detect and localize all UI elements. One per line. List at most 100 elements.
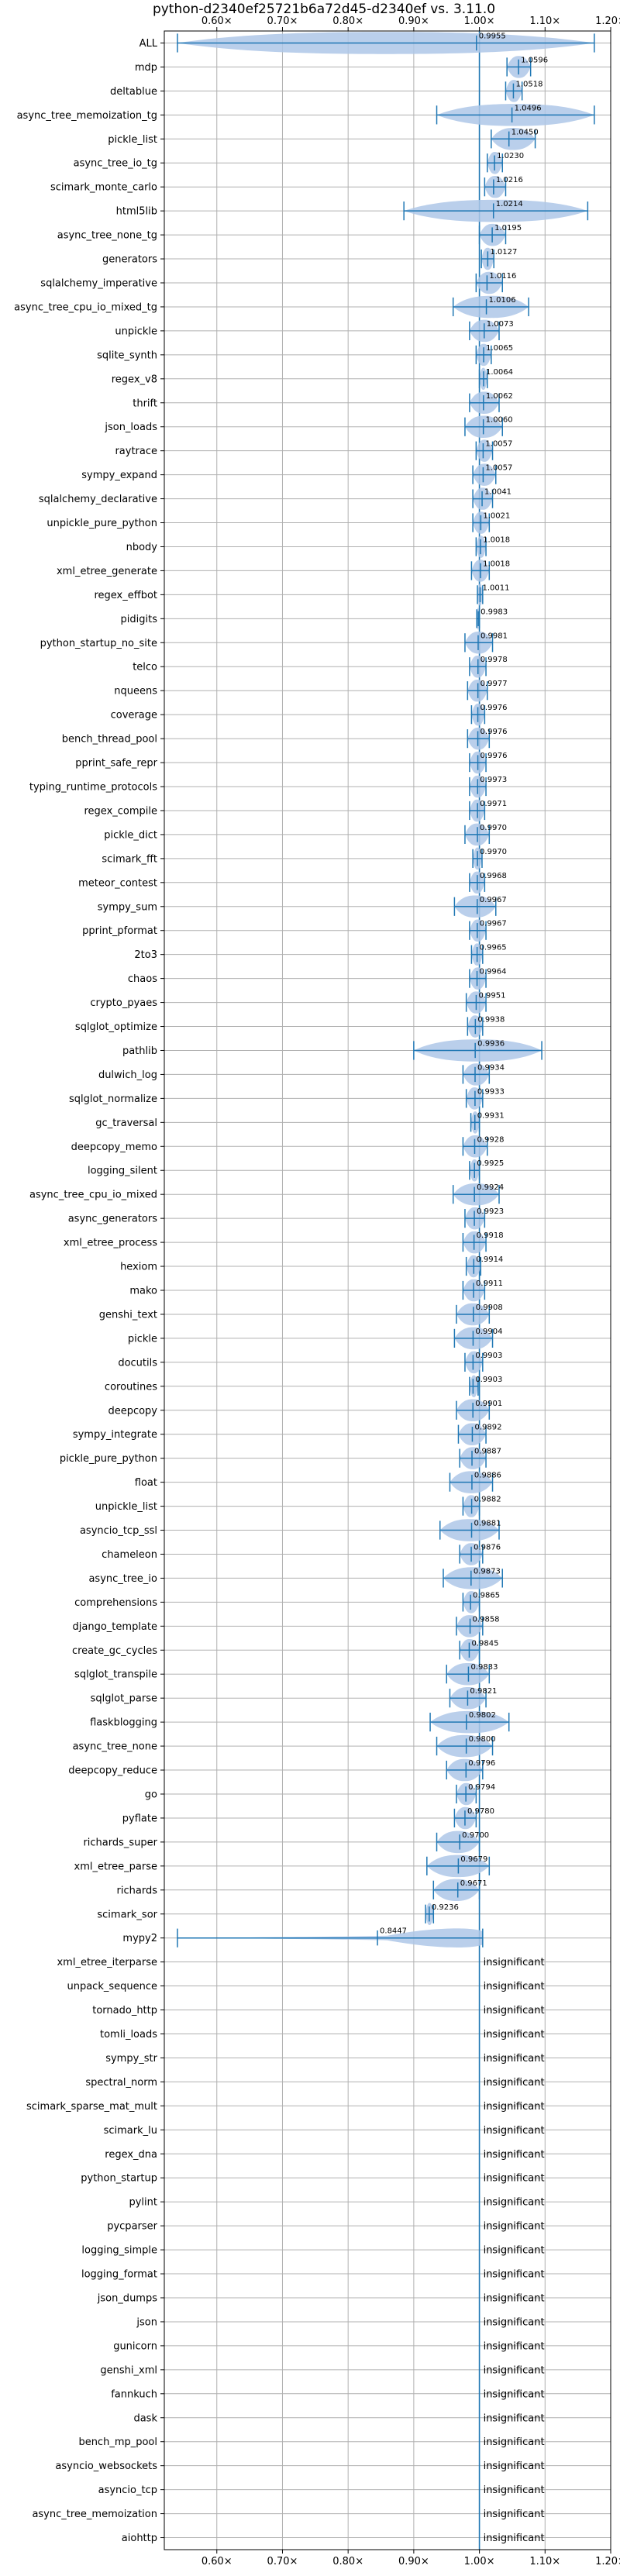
- value-label: 0.9908: [476, 1303, 503, 1312]
- value-label: 0.9873: [474, 1567, 501, 1576]
- value-label: 0.9970: [480, 848, 507, 856]
- y-tick-label: logging_silent: [88, 1166, 157, 1177]
- y-tick-label: async_generators: [68, 1214, 158, 1225]
- value-label: 0.9938: [477, 1016, 505, 1025]
- y-tick-label: generators: [102, 254, 157, 266]
- y-tick-label: richards_super: [83, 1837, 157, 1848]
- value-label: 0.9821: [470, 1687, 497, 1696]
- y-tick-label: logging_format: [81, 2269, 157, 2281]
- insignificant-label: insignificant: [484, 2125, 545, 2137]
- value-label: 1.0011: [483, 584, 510, 592]
- value-label: 0.9892: [474, 1424, 501, 1432]
- y-tick-label: typing_runtime_protocols: [29, 782, 157, 794]
- value-label: 0.9955: [479, 32, 506, 40]
- y-tick-label: genshi_xml: [100, 2364, 157, 2376]
- value-label: 0.9802: [469, 1711, 496, 1720]
- value-label: 0.9928: [477, 1135, 504, 1144]
- y-tick-label: comprehensions: [74, 1597, 157, 1609]
- y-tick-label: async_tree_cpu_io_mixed_tg: [14, 301, 157, 313]
- y-tick-label: json_loads: [104, 422, 157, 433]
- value-label: 1.0065: [486, 344, 513, 353]
- insignificant-label: insignificant: [484, 2005, 545, 2016]
- y-tick-label: genshi_text: [99, 1309, 157, 1321]
- y-tick-label: xml_etree_parse: [74, 1861, 157, 1872]
- y-tick-label: create_gc_cycles: [72, 1645, 157, 1657]
- y-tick-label: scimark_lu: [104, 2125, 157, 2137]
- y-tick-label: sqlglot_normalize: [69, 1093, 157, 1105]
- value-label: 1.0214: [496, 200, 523, 208]
- y-tick-label: sqlglot_optimize: [75, 1021, 157, 1033]
- y-tick-label: thrift: [133, 398, 157, 409]
- value-label: 1.0021: [483, 512, 510, 521]
- value-label: 0.9882: [474, 1496, 501, 1504]
- value-label: 1.0450: [512, 128, 539, 136]
- x-tick-label-bottom: 1.20×: [595, 2556, 620, 2567]
- value-label: 1.0195: [494, 224, 522, 232]
- value-label: 0.9967: [480, 920, 507, 928]
- y-tick-label: sympy_str: [105, 2053, 157, 2065]
- insignificant-label: insignificant: [484, 2340, 545, 2352]
- value-label: 1.0230: [497, 152, 524, 160]
- y-tick-label: pickle_pure_python: [60, 1453, 157, 1465]
- insignificant-label: insignificant: [484, 2101, 545, 2113]
- value-label: 0.9794: [468, 1783, 495, 1792]
- y-tick-label: sqlite_synth: [97, 350, 157, 361]
- y-tick-label: sqlglot_transpile: [74, 1669, 157, 1681]
- y-tick-label: unpickle_pure_python: [46, 518, 157, 529]
- y-tick-label: fannkuch: [111, 2388, 157, 2400]
- x-tick-label-bottom: 0.70×: [267, 2556, 298, 2567]
- x-tick-label-top: 0.90×: [398, 15, 429, 27]
- y-tick-label: coroutines: [105, 1381, 157, 1393]
- value-label: 0.9964: [480, 968, 507, 976]
- y-tick-label: pathlib: [122, 1045, 157, 1057]
- y-tick-label: ALL: [140, 38, 158, 50]
- x-tick-label-bottom: 1.10×: [529, 2556, 560, 2567]
- value-label: 0.9903: [475, 1352, 502, 1360]
- insignificant-label: insignificant: [484, 2293, 545, 2305]
- value-label: 0.9976: [480, 704, 508, 712]
- insignificant-label: insignificant: [484, 2412, 545, 2424]
- y-tick-label: scimark_sparse_mat_mult: [26, 2101, 157, 2113]
- value-label: 0.9924: [477, 1183, 504, 1192]
- x-tick-label-bottom: 0.90×: [398, 2556, 429, 2567]
- y-tick-label: asyncio_websockets: [55, 2461, 157, 2472]
- y-tick-label: aiohttp: [122, 2533, 157, 2544]
- y-tick-label: raytrace: [115, 446, 157, 457]
- value-label: 1.0064: [486, 368, 513, 377]
- value-label: 0.9983: [480, 608, 508, 616]
- y-tick-label: unpickle: [115, 325, 157, 337]
- x-tick-label-top: 1.20×: [595, 15, 620, 27]
- y-tick-label: async_tree_cpu_io_mixed: [29, 1190, 157, 1201]
- value-label: 0.9976: [480, 752, 508, 760]
- y-tick-label: deepcopy_memo: [71, 1142, 157, 1153]
- y-tick-label: regex_v8: [112, 374, 157, 385]
- value-label: 0.9923: [477, 1207, 504, 1216]
- y-tick-label: tornado_http: [92, 2005, 157, 2016]
- y-tick-label: deltablue: [110, 86, 157, 98]
- y-tick-label: django_template: [73, 1621, 157, 1633]
- y-tick-label: pprint_safe_repr: [75, 758, 157, 770]
- value-label: 1.0041: [484, 488, 512, 497]
- value-label: 0.9887: [474, 1448, 501, 1456]
- y-tick-label: sqlalchemy_declarative: [39, 494, 157, 505]
- chart-title: python-d2340ef25721b6a72d45-d2340ef vs. …: [153, 2, 495, 17]
- y-tick-label: bench_mp_pool: [78, 2437, 157, 2448]
- value-label: 1.0518: [515, 80, 542, 88]
- y-tick-label: unpack_sequence: [67, 1981, 157, 1992]
- insignificant-label: insignificant: [484, 2461, 545, 2472]
- x-tick-label-bottom: 1.00×: [464, 2556, 495, 2567]
- y-tick-label: dulwich_log: [98, 1069, 157, 1081]
- chart-marks: [177, 31, 595, 2550]
- y-tick-label: regex_compile: [84, 805, 157, 817]
- y-tick-label: async_tree_io_tg: [74, 158, 157, 170]
- insignificant-label: insignificant: [484, 1957, 545, 1968]
- y-tick-label: unpickle_list: [95, 1501, 157, 1513]
- y-tick-label: scimark_monte_carlo: [50, 182, 157, 194]
- y-tick-label: flaskblogging: [90, 1717, 157, 1729]
- y-tick-label: telco: [133, 662, 157, 673]
- y-tick-label: crypto_pyaes: [90, 997, 157, 1009]
- value-label: 0.9901: [475, 1400, 502, 1408]
- y-tick-label: gunicorn: [113, 2340, 157, 2352]
- value-label: 1.0073: [487, 320, 514, 329]
